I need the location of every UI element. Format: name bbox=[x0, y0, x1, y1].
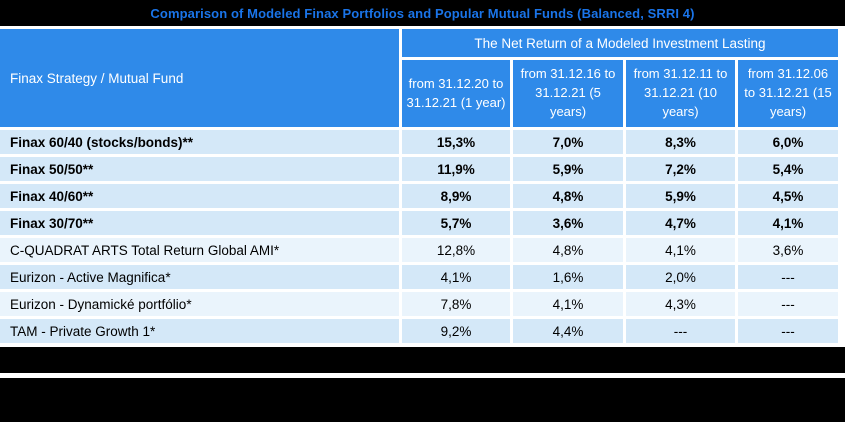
value-cell: 4,7% bbox=[626, 211, 735, 235]
value-cell: 4,1% bbox=[626, 238, 735, 262]
blank-black-band-top bbox=[0, 347, 845, 373]
value-cell: 4,8% bbox=[513, 238, 623, 262]
value-cell: 12,8% bbox=[402, 238, 510, 262]
value-cell: 4,1% bbox=[513, 292, 623, 316]
value-cell: 5,9% bbox=[626, 184, 735, 208]
value-cell: 1,6% bbox=[513, 265, 623, 289]
row-name-cell: C-QUADRAT ARTS Total Return Global AMI* bbox=[0, 238, 399, 262]
value-cell: 2,0% bbox=[626, 265, 735, 289]
value-cell: --- bbox=[626, 319, 735, 343]
value-cell: 15,3% bbox=[402, 130, 510, 154]
value-cell: 9,2% bbox=[402, 319, 510, 343]
value-cell: 4,4% bbox=[513, 319, 623, 343]
row-name-cell: Finax 30/70** bbox=[0, 211, 399, 235]
value-cell: --- bbox=[738, 265, 838, 289]
value-cell: 5,7% bbox=[402, 211, 510, 235]
value-cell: 11,9% bbox=[402, 157, 510, 181]
value-cell: --- bbox=[738, 292, 838, 316]
blank-black-band-bottom bbox=[0, 378, 845, 422]
value-cell: 8,9% bbox=[402, 184, 510, 208]
value-cell: 6,0% bbox=[738, 130, 838, 154]
corner-header-finax-strategy: Finax Strategy / Mutual Fund bbox=[0, 29, 399, 127]
row-name-cell: Eurizon - Dynamické portfólio* bbox=[0, 292, 399, 316]
value-cell: --- bbox=[738, 319, 838, 343]
row-name-cell: Finax 60/40 (stocks/bonds)** bbox=[0, 130, 399, 154]
column-header-5-years: from 31.12.16 to 31.12.21 (5 years) bbox=[513, 60, 623, 127]
value-cell: 3,6% bbox=[513, 211, 623, 235]
value-cell: 4,1% bbox=[738, 211, 838, 235]
value-cell: 4,3% bbox=[626, 292, 735, 316]
value-cell: 4,8% bbox=[513, 184, 623, 208]
table-title: Comparison of Modeled Finax Portfolios a… bbox=[150, 5, 695, 21]
returns-table: Finax Strategy / Mutual Fund The Net Ret… bbox=[0, 29, 838, 343]
column-header-15-years: from 31.12.06 to 31.12.21 (15 years) bbox=[738, 60, 838, 127]
value-cell: 5,4% bbox=[738, 157, 838, 181]
value-cell: 7,0% bbox=[513, 130, 623, 154]
table-title-bar: Comparison of Modeled Finax Portfolios a… bbox=[0, 0, 845, 26]
column-header-10-years: from 31.12.11 to 31.12.21 (10 years) bbox=[626, 60, 735, 127]
value-cell: 7,2% bbox=[626, 157, 735, 181]
column-header-1-year: from 31.12.20 to 31.12.21 (1 year) bbox=[402, 60, 510, 127]
row-name-cell: Finax 50/50** bbox=[0, 157, 399, 181]
value-cell: 3,6% bbox=[738, 238, 838, 262]
value-cell: 7,8% bbox=[402, 292, 510, 316]
value-cell: 4,1% bbox=[402, 265, 510, 289]
value-cell: 5,9% bbox=[513, 157, 623, 181]
row-name-cell: Finax 40/60** bbox=[0, 184, 399, 208]
group-header-net-return: The Net Return of a Modeled Investment L… bbox=[402, 29, 838, 57]
row-name-cell: Eurizon - Active Magnifica* bbox=[0, 265, 399, 289]
row-name-cell: TAM - Private Growth 1* bbox=[0, 319, 399, 343]
value-cell: 4,5% bbox=[738, 184, 838, 208]
value-cell: 8,3% bbox=[626, 130, 735, 154]
